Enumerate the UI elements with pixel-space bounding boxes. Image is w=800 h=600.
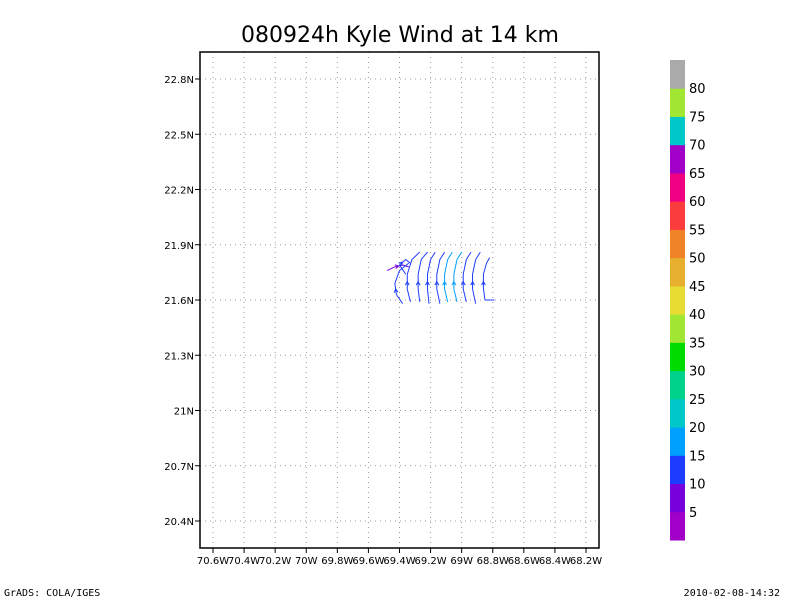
colorbar-segment bbox=[670, 88, 685, 117]
streamline bbox=[462, 251, 472, 302]
y-tick-label: 21N bbox=[174, 407, 194, 418]
streamline bbox=[417, 251, 428, 302]
colorbar-label: 40 bbox=[689, 308, 706, 323]
colorbar-segment bbox=[670, 455, 685, 485]
colorbar-label: 80 bbox=[689, 82, 706, 97]
y-tick-label: 21.6N bbox=[164, 296, 194, 307]
x-tick-label: 68.6W bbox=[508, 556, 540, 567]
x-tick-label: 70W bbox=[295, 556, 318, 567]
streamline-arrowhead bbox=[393, 287, 399, 293]
streamline-arrowhead bbox=[451, 280, 457, 286]
x-tick-label: 68.4W bbox=[539, 556, 571, 567]
colorbar-label: 5 bbox=[689, 506, 697, 521]
colorbar-segment bbox=[670, 370, 685, 400]
streamline-arrowhead bbox=[415, 280, 421, 286]
colorbar-label: 30 bbox=[689, 365, 706, 380]
streamline-arrowhead bbox=[398, 261, 404, 267]
colorbar-segment bbox=[670, 229, 685, 259]
streamline-arrowhead bbox=[460, 280, 466, 286]
colorbar-segment bbox=[670, 511, 685, 541]
streamline-arrowhead bbox=[394, 264, 400, 269]
colorbar-label: 15 bbox=[689, 449, 706, 464]
colorbar-segment bbox=[670, 314, 685, 343]
colorbar-label: 55 bbox=[689, 223, 706, 238]
streamline bbox=[406, 251, 421, 302]
y-tick-label: 22.8N bbox=[164, 75, 194, 86]
colorbar-segment bbox=[670, 342, 685, 372]
streamline bbox=[472, 251, 481, 304]
y-axis-ticks: 22.8N 22.5N 22.2N 21.9N 21.6N 21.3N 21N 20.7N 20… bbox=[164, 75, 200, 528]
x-tick-label: 70.4W bbox=[228, 556, 260, 567]
x-tick-label: 68.2W bbox=[570, 556, 602, 567]
streamline bbox=[426, 251, 436, 304]
colorbar-label: 60 bbox=[689, 195, 706, 210]
colorbar-segment bbox=[670, 398, 685, 428]
streamline bbox=[453, 251, 463, 302]
x-tick-label: 69.6W bbox=[352, 556, 384, 567]
streamline-arrowhead bbox=[470, 280, 475, 286]
x-tick-label: 68.8W bbox=[477, 556, 509, 567]
streamline-arrowhead bbox=[404, 280, 410, 286]
colorbar-label: 50 bbox=[689, 252, 706, 267]
y-tick-label: 20.4N bbox=[164, 517, 194, 528]
streamline-arrowhead bbox=[434, 280, 440, 286]
colorbar: 5 10 15 20 25 30 35 40 45 50 55 60 65 70 75 80 bbox=[670, 60, 706, 541]
plot-frame bbox=[199, 51, 600, 549]
x-tick-label: 69.8W bbox=[321, 556, 353, 567]
colorbar-label: 75 bbox=[689, 110, 706, 125]
colorbar-segment bbox=[670, 201, 685, 230]
colorbar-label: 10 bbox=[689, 478, 706, 493]
colorbar-segment bbox=[670, 257, 685, 287]
x-tick-label: 69.4W bbox=[383, 556, 415, 567]
y-tick-label: 20.7N bbox=[164, 462, 194, 473]
colorbar-segment bbox=[670, 60, 685, 89]
footer-left: GrADS: COLA/IGES bbox=[4, 588, 100, 599]
colorbar-segment bbox=[670, 172, 685, 202]
colorbar-label: 70 bbox=[689, 139, 706, 154]
footer-right: 2010-02-08-14:32 bbox=[684, 588, 780, 599]
colorbar-segment bbox=[670, 285, 685, 315]
x-tick-label: 69.2W bbox=[415, 556, 447, 567]
y-tick-label: 21.9N bbox=[164, 241, 194, 252]
y-tick-label: 21.3N bbox=[164, 351, 194, 362]
colorbar-segment bbox=[670, 116, 685, 146]
colorbar-label: 20 bbox=[689, 421, 706, 436]
y-tick-label: 22.2N bbox=[164, 186, 194, 197]
colorbar-label: 45 bbox=[689, 280, 706, 295]
x-tick-label: 69W bbox=[450, 556, 473, 567]
chart-title: 080924h Kyle Wind at 14 km bbox=[241, 23, 559, 48]
streamline bbox=[436, 251, 445, 304]
colorbar-label: 35 bbox=[689, 336, 706, 351]
streamlines bbox=[386, 251, 495, 304]
streamline bbox=[394, 262, 410, 304]
colorbar-label: 25 bbox=[689, 393, 706, 408]
streamline-arrowhead bbox=[425, 280, 430, 286]
streamline-arrowhead bbox=[481, 280, 486, 286]
streamline bbox=[482, 257, 491, 301]
colorbar-segment bbox=[670, 483, 685, 513]
streamline-arrowhead bbox=[442, 280, 447, 286]
streamline bbox=[444, 251, 453, 302]
colorbar-label: 65 bbox=[689, 167, 706, 182]
colorbar-segment bbox=[670, 144, 685, 174]
y-tick-label: 22.5N bbox=[164, 130, 194, 141]
x-tick-label: 70.6W bbox=[197, 556, 229, 567]
x-tick-label: 70.2W bbox=[259, 556, 291, 567]
colorbar-segment bbox=[670, 427, 685, 456]
grid bbox=[200, 52, 599, 548]
